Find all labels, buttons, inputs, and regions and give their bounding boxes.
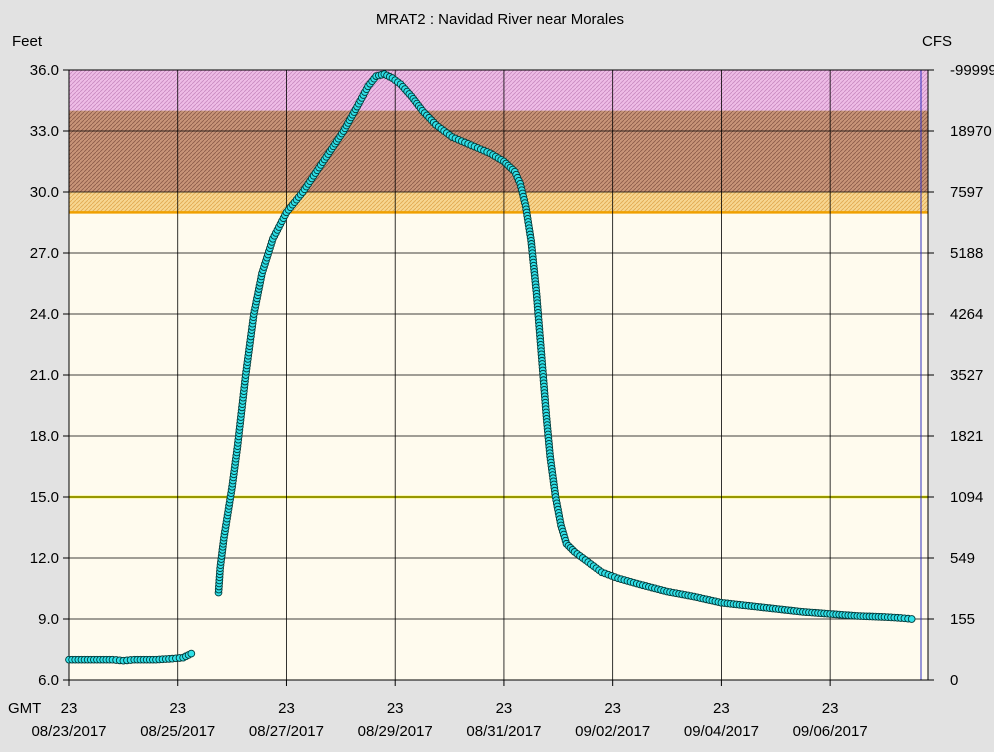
right-tick-label: 3527 <box>950 367 983 384</box>
x-tick-hour: 23 <box>61 700 78 717</box>
right-tick-label: 4264 <box>950 306 983 323</box>
x-tick-hour: 23 <box>169 700 186 717</box>
x-tick-hour: 23 <box>496 700 513 717</box>
right-tick-label: 5188 <box>950 245 983 262</box>
band-major <box>69 110 928 192</box>
y-tick-label: 12.0 <box>30 550 59 567</box>
axis-ticks: 6.0 9.0 12.0 15.0 18.0 21.0 24.0 27.0 30.0 33.0 36… <box>30 62 994 740</box>
x-tick-hour: 23 <box>387 700 404 717</box>
right-tick-label: 18970 <box>950 123 992 140</box>
band-record <box>69 70 928 111</box>
x-tick-date: 09/04/2017 <box>684 723 759 740</box>
data-point <box>187 649 196 658</box>
x-tick-date: 08/31/2017 <box>466 723 541 740</box>
x-tick-date: 08/27/2017 <box>249 723 324 740</box>
x-tick-hour: 23 <box>822 700 839 717</box>
y-tick-label: 24.0 <box>30 306 59 323</box>
y-tick-label: 6.0 <box>38 672 59 689</box>
y-tick-label: 18.0 <box>30 428 59 445</box>
x-tick-hour: 23 <box>604 700 621 717</box>
x-tick-date: 09/02/2017 <box>575 723 650 740</box>
x-tick-date: 09/06/2017 <box>793 723 868 740</box>
right-tick-label: 7597 <box>950 184 983 201</box>
flood-bands <box>69 70 928 681</box>
y-tick-label: 30.0 <box>30 184 59 201</box>
x-tick-date: 08/25/2017 <box>140 723 215 740</box>
data-points <box>65 70 916 665</box>
y-tick-label: 36.0 <box>30 62 59 79</box>
right-tick-label: 549 <box>950 550 975 567</box>
x-tick-hour: 23 <box>713 700 730 717</box>
x-axis-prefix: GMT <box>8 700 41 717</box>
data-point <box>907 615 916 623</box>
y-tick-label: 15.0 <box>30 489 59 506</box>
right-tick-label: -99999 <box>950 62 994 79</box>
band-normal <box>69 212 928 681</box>
right-tick-label: 155 <box>950 611 975 628</box>
x-tick-date: 08/29/2017 <box>358 723 433 740</box>
band-moderate <box>69 192 928 213</box>
right-tick-label: 0 <box>950 672 958 689</box>
right-axis-unit: CFS <box>922 33 952 50</box>
x-tick-date: 08/23/2017 <box>31 723 106 740</box>
y-tick-label: 27.0 <box>30 245 59 262</box>
y-tick-label: 9.0 <box>38 611 59 628</box>
y-tick-label: 33.0 <box>30 123 59 140</box>
right-tick-label: 1094 <box>950 489 983 506</box>
chart-title: MRAT2 : Navidad River near Morales <box>376 11 624 28</box>
left-axis-unit: Feet <box>12 33 43 50</box>
x-tick-hour: 23 <box>278 700 295 717</box>
y-tick-label: 21.0 <box>30 367 59 384</box>
right-tick-label: 1821 <box>950 428 983 445</box>
